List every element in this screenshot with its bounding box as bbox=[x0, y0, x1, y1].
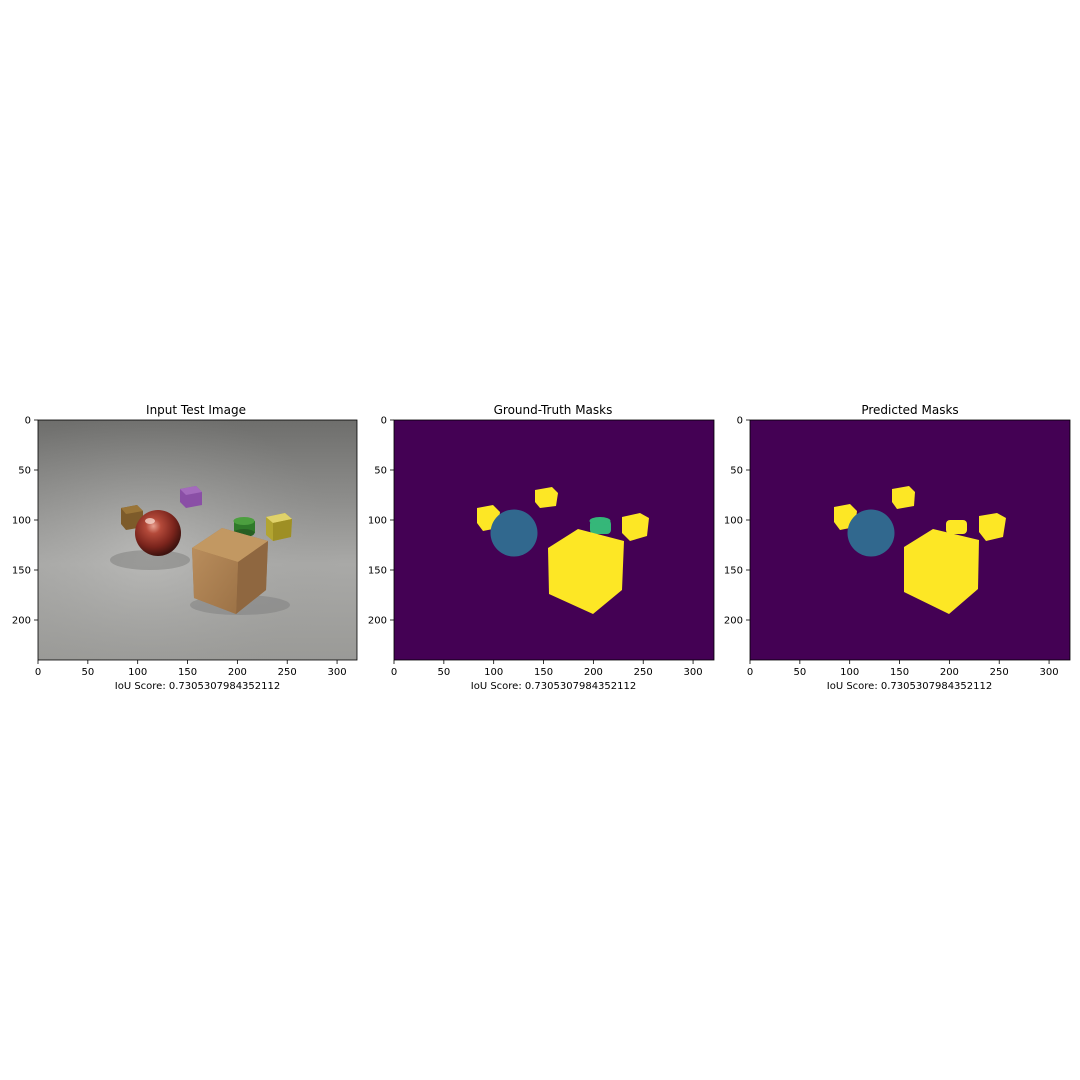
y-tick-label: 0 bbox=[381, 416, 387, 427]
y-tick-label: 50 bbox=[374, 466, 387, 477]
large-brown-cube bbox=[192, 528, 268, 614]
x-tick-label: 150 bbox=[890, 667, 909, 678]
iou-score-label: IoU Score: 0.7305307984352112 bbox=[471, 681, 636, 692]
y-tick-label: 150 bbox=[12, 566, 31, 577]
x-tick-label: 150 bbox=[178, 667, 197, 678]
mask-cube bbox=[548, 529, 624, 614]
y-tick-label: 0 bbox=[737, 416, 743, 427]
mask-cube bbox=[946, 520, 967, 534]
panel-title: Predicted Masks bbox=[861, 403, 958, 417]
x-tick-label: 300 bbox=[1040, 667, 1059, 678]
x-tick-label: 200 bbox=[584, 667, 603, 678]
mask-sphere bbox=[490, 509, 538, 557]
gold-cube bbox=[266, 513, 292, 541]
iou-score-label: IoU Score: 0.7305307984352112 bbox=[827, 681, 992, 692]
y-tick-label: 200 bbox=[368, 616, 387, 627]
x-tick-label: 250 bbox=[990, 667, 1009, 678]
predicted-mask bbox=[750, 420, 1070, 660]
y-tick-label: 200 bbox=[724, 616, 743, 627]
x-tick-label: 150 bbox=[534, 667, 553, 678]
x-tick-label: 50 bbox=[793, 667, 806, 678]
mask-sphere bbox=[847, 509, 895, 557]
axes-layer: 0 50 100 150 200 250 300 0 50 100 150 200 IoU Score:… bbox=[12, 416, 1059, 693]
x-tick-label: 300 bbox=[328, 667, 347, 678]
ground-truth-mask bbox=[394, 420, 714, 660]
x-tick-label: 50 bbox=[81, 667, 94, 678]
mask-cube bbox=[979, 513, 1006, 541]
x-tick-label: 0 bbox=[747, 667, 753, 678]
x-tick-label: 100 bbox=[128, 667, 147, 678]
input-photo bbox=[38, 420, 357, 660]
x-tick-label: 50 bbox=[437, 667, 450, 678]
x-tick-label: 200 bbox=[228, 667, 247, 678]
y-tick-label: 100 bbox=[724, 516, 743, 527]
x-tick-label: 100 bbox=[840, 667, 859, 678]
y-tick-label: 150 bbox=[724, 566, 743, 577]
x-tick-label: 0 bbox=[391, 667, 397, 678]
ground-truth-panel: Ground-Truth Masks bbox=[393, 403, 715, 661]
x-tick-label: 200 bbox=[940, 667, 959, 678]
iou-score-label: IoU Score: 0.7305307984352112 bbox=[115, 681, 280, 692]
mask-cube bbox=[892, 486, 915, 509]
red-metal-sphere bbox=[135, 510, 181, 556]
x-tick-label: 250 bbox=[278, 667, 297, 678]
mask-cube bbox=[535, 487, 558, 508]
mask-cube bbox=[904, 529, 979, 614]
input-image-panel: Input Test Image bbox=[37, 403, 358, 661]
x-tick-label: 250 bbox=[634, 667, 653, 678]
predicted-panel: Predicted Masks bbox=[749, 403, 1071, 661]
y-tick-label: 100 bbox=[12, 516, 31, 527]
y-tick-label: 50 bbox=[18, 466, 31, 477]
x-tick-label: 100 bbox=[484, 667, 503, 678]
y-tick-label: 150 bbox=[368, 566, 387, 577]
panel-title: Ground-Truth Masks bbox=[494, 403, 613, 417]
panel-title: Input Test Image bbox=[146, 403, 246, 417]
x-tick-label: 0 bbox=[35, 667, 41, 678]
x-tick-label: 300 bbox=[684, 667, 703, 678]
y-tick-label: 100 bbox=[368, 516, 387, 527]
purple-cube bbox=[180, 486, 202, 508]
mask-cube bbox=[622, 513, 649, 541]
y-tick-label: 50 bbox=[730, 466, 743, 477]
y-tick-label: 0 bbox=[25, 416, 31, 427]
y-tick-label: 200 bbox=[12, 616, 31, 627]
